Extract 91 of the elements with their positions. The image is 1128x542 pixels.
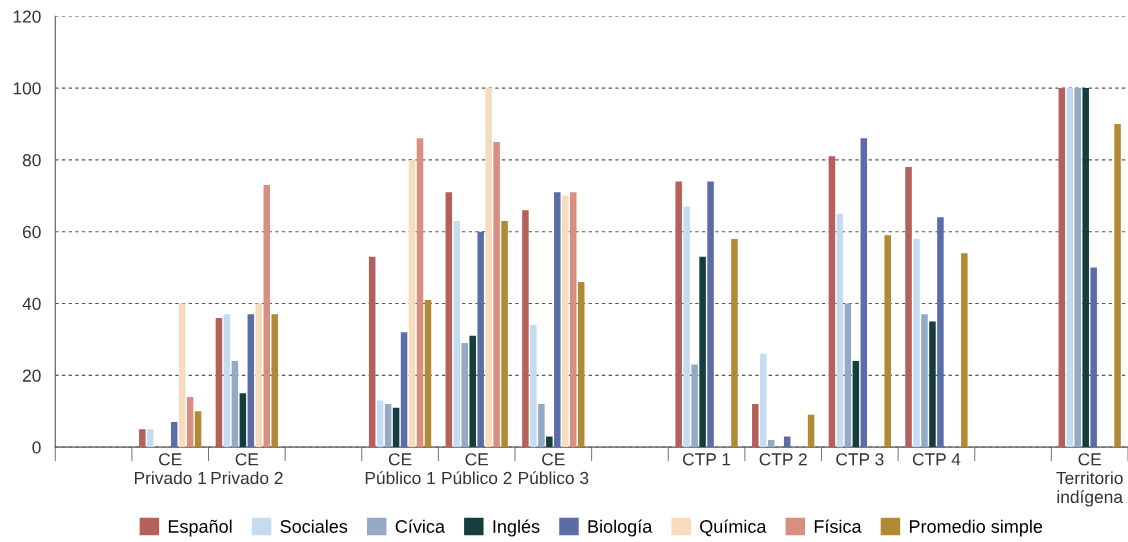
bar xyxy=(675,181,682,448)
bar xyxy=(683,206,690,448)
bar xyxy=(416,138,424,448)
bar xyxy=(239,393,247,448)
bar xyxy=(562,195,569,448)
bar xyxy=(139,429,146,448)
legend-label: Sociales xyxy=(280,519,348,533)
bar xyxy=(569,192,577,448)
bar xyxy=(461,343,468,448)
x-tick-label: CE Público 3 xyxy=(519,453,589,485)
y-tick-label: 120 xyxy=(13,10,41,23)
bar xyxy=(368,256,376,448)
bar xyxy=(469,335,476,448)
x-tick-label: CTP 1 xyxy=(683,453,731,466)
bar xyxy=(400,332,408,448)
bar xyxy=(921,314,928,448)
bar xyxy=(223,314,231,448)
bar xyxy=(913,238,920,448)
bar xyxy=(1114,123,1121,448)
legend-label: Física xyxy=(814,519,862,533)
bar xyxy=(699,256,706,448)
bar xyxy=(530,325,537,448)
bar xyxy=(937,217,944,448)
x-tick-label: CE Privado 1 xyxy=(134,453,207,485)
x-tick-label: CE Territorio indígena xyxy=(1056,453,1123,507)
bar xyxy=(445,192,453,448)
legend-label: Inglés xyxy=(493,519,540,537)
bar xyxy=(170,422,178,448)
bar xyxy=(194,411,202,448)
bar xyxy=(844,303,852,448)
x-tick-label: CTP 4 xyxy=(912,453,961,466)
x-tick-label: CTP 3 xyxy=(836,453,884,466)
bar xyxy=(522,210,529,448)
bar xyxy=(961,253,968,448)
bar xyxy=(453,220,461,448)
x-tick-label: CE Privado 2 xyxy=(211,453,283,485)
bar xyxy=(929,321,936,448)
bar xyxy=(477,231,484,448)
legend-label: Cívica xyxy=(395,519,445,533)
x-tick-label: CTP 2 xyxy=(759,453,807,466)
bar xyxy=(905,167,912,448)
bar xyxy=(263,185,271,448)
bar xyxy=(424,299,432,448)
bar xyxy=(376,400,384,448)
bar xyxy=(828,156,836,448)
bar xyxy=(408,159,416,448)
bar xyxy=(384,404,392,448)
y-tick-label: 20 xyxy=(22,369,41,382)
bar xyxy=(691,364,698,448)
bar xyxy=(271,314,278,448)
bar xyxy=(501,220,508,448)
y-tick-label: 60 xyxy=(22,225,41,239)
bar xyxy=(147,429,154,448)
bar xyxy=(707,181,714,448)
bar xyxy=(783,436,791,448)
y-tick-label: 100 xyxy=(13,82,41,95)
bar xyxy=(577,281,585,448)
legend-label: Español xyxy=(168,519,232,537)
bar xyxy=(731,238,738,448)
bar xyxy=(860,138,868,448)
y-tick-label: 80 xyxy=(22,154,41,167)
bar xyxy=(186,396,194,448)
bar xyxy=(485,88,492,448)
bar xyxy=(884,235,891,448)
bar xyxy=(546,436,553,448)
bar xyxy=(1066,88,1074,448)
legend-label: Biología xyxy=(588,519,653,537)
bar xyxy=(1074,88,1081,448)
y-tick-label: 0 xyxy=(32,441,41,454)
bar xyxy=(392,407,400,448)
bar xyxy=(231,360,239,448)
bar xyxy=(178,303,186,448)
bar xyxy=(493,141,500,448)
bar xyxy=(752,404,759,448)
y-tick-label: 40 xyxy=(22,297,41,310)
bar xyxy=(760,353,767,448)
bar xyxy=(852,360,860,448)
x-tick-label: CE Público 2 xyxy=(442,453,512,485)
bar xyxy=(554,192,561,448)
bar xyxy=(836,213,844,448)
bar xyxy=(1058,88,1066,448)
bar xyxy=(247,314,255,448)
bar xyxy=(1090,267,1097,448)
legend-label: Química xyxy=(700,519,767,537)
bar xyxy=(807,414,815,448)
bar xyxy=(255,303,263,448)
bar xyxy=(1082,88,1089,448)
legend-label: Promedio simple xyxy=(909,519,1043,537)
bar xyxy=(538,404,545,448)
x-tick-label: CE Público 1 xyxy=(365,453,435,485)
bar xyxy=(215,317,223,448)
